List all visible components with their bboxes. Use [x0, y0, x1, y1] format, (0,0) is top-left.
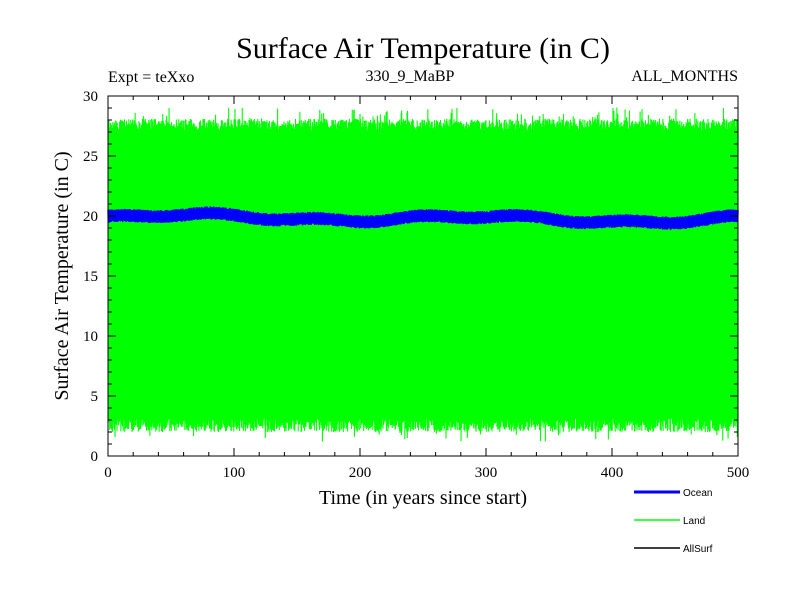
- x-tick-label: 100: [223, 465, 246, 481]
- legend-label-allsurf: AllSurf: [683, 544, 713, 555]
- experiment-label: Expt = teXxo: [108, 69, 194, 86]
- y-tick-label: 30: [83, 89, 98, 105]
- y-tick-label: 0: [91, 449, 99, 465]
- y-tick-label: 5: [91, 389, 99, 405]
- x-tick-label: 400: [601, 465, 624, 481]
- y-tick-label: 20: [83, 209, 98, 225]
- series-line-land: [107, 107, 739, 442]
- y-axis: 0 5 10 15 20 25 30: [83, 89, 738, 465]
- x-tick-label: 200: [349, 465, 372, 481]
- chart-title: Surface Air Temperature (in C): [236, 32, 610, 65]
- x-tick-label: 300: [475, 465, 498, 481]
- x-tick-label: 0: [104, 465, 112, 481]
- period-label: 330_9_MaBP: [366, 68, 455, 85]
- y-tick-label: 10: [83, 329, 98, 345]
- legend: Ocean Land AllSurf: [634, 488, 713, 555]
- y-tick-label: 15: [83, 269, 98, 285]
- series-line-ocean: [107, 206, 739, 230]
- x-axis-label: Time (in years since start): [319, 487, 527, 509]
- months-label: ALL_MONTHS: [631, 68, 738, 85]
- plot-series: [107, 107, 739, 442]
- x-axis: 0 100 200 300 400 500: [104, 96, 749, 481]
- x-tick-label: 500: [727, 465, 750, 481]
- y-axis-label: Surface Air Temperature (in C): [51, 151, 73, 400]
- y-tick-label: 25: [83, 149, 98, 165]
- legend-label-ocean: Ocean: [683, 488, 712, 499]
- legend-label-land: Land: [683, 516, 705, 527]
